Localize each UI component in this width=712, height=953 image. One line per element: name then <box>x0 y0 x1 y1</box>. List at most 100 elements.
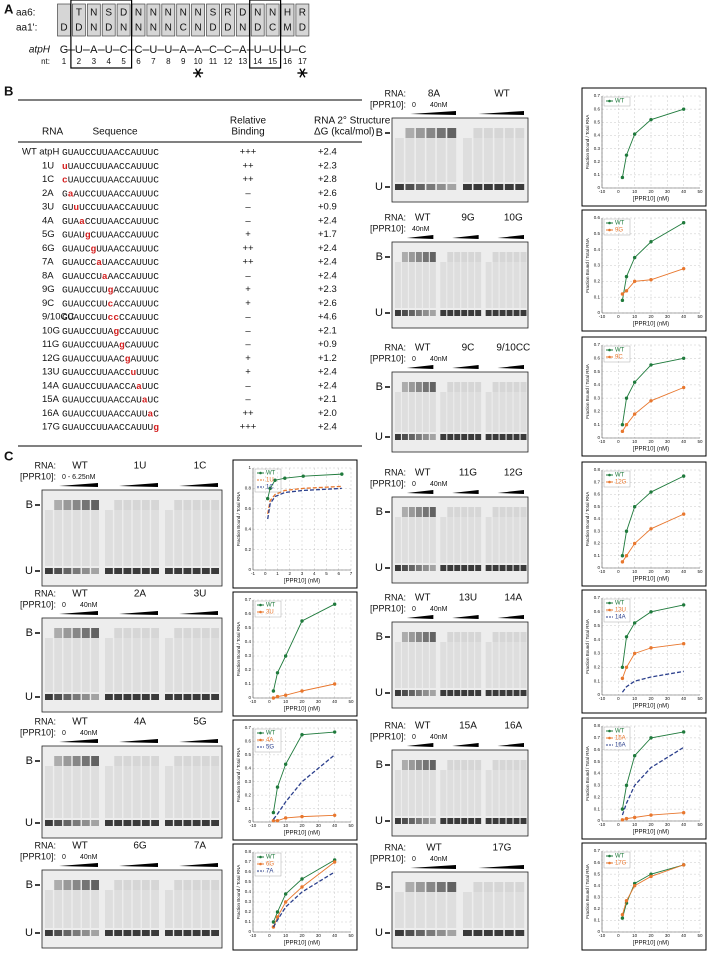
rna-name: 3U <box>42 202 54 213</box>
data-point <box>620 912 625 917</box>
y-tick-label: 0.1 <box>594 172 601 177</box>
gel-band <box>483 128 493 138</box>
y-axis-label: Fraction Bound / Total RNA <box>585 864 590 918</box>
gel-smear <box>45 510 53 566</box>
gel-smear <box>483 892 493 928</box>
y-tick-label: 0.5 <box>594 504 601 509</box>
y-tick-label: 0 <box>597 185 600 190</box>
gel-band <box>415 434 422 440</box>
gel-smear <box>408 392 415 432</box>
aa6-residue: N <box>269 8 276 19</box>
y-tick-label: 0.6 <box>594 215 601 220</box>
gel-smear <box>105 510 113 566</box>
gel-band <box>395 690 401 696</box>
gel-band <box>515 882 525 892</box>
delta-g: +2.4 <box>318 147 337 158</box>
gel-band <box>506 760 513 770</box>
gel-smear <box>408 517 415 563</box>
relative-binding: – <box>245 202 251 213</box>
gel-smear <box>475 642 482 688</box>
gel-band <box>63 568 72 574</box>
data-point <box>332 602 337 606</box>
x-tick-label: 50 <box>697 439 703 444</box>
y-tick-label: 0.3 <box>245 779 252 784</box>
gel-band <box>63 930 72 936</box>
legend-label: 1C <box>266 485 274 491</box>
gel-band <box>123 756 132 766</box>
relative-binding: ++ <box>242 243 254 254</box>
gel-band <box>440 565 447 571</box>
y-tick-label: 0.7 <box>594 848 601 853</box>
gel-smear <box>492 770 499 816</box>
x-tick-label: 30 <box>316 699 322 704</box>
gel-band <box>426 128 436 138</box>
gel-band <box>201 500 210 510</box>
gel-band <box>81 820 90 826</box>
x-tick-label: 20 <box>648 439 654 444</box>
gel-smear <box>123 510 132 566</box>
data-point <box>681 356 686 360</box>
rna-sequence: GaAUCCUUAACCAUUUC <box>62 188 159 199</box>
gel-band <box>211 756 219 766</box>
gel-band <box>114 820 123 826</box>
y-tick-label: 1 <box>248 465 251 470</box>
y-tick-label: 0.3 <box>594 146 601 151</box>
aa6-residue: N <box>165 8 172 19</box>
y-tick-label: 0.2 <box>245 547 252 552</box>
legend-label: 13U <box>615 608 626 614</box>
gel-band <box>395 310 401 316</box>
gel-smear <box>123 890 132 928</box>
gel-band <box>114 628 123 638</box>
y-tick-label: 0.8 <box>594 723 601 728</box>
gel-smear <box>395 138 404 182</box>
x-tick-label: 30 <box>665 696 671 701</box>
plot-frame <box>232 719 358 841</box>
aa6-residue: D <box>239 8 246 19</box>
y-tick-label: 0.3 <box>245 653 252 658</box>
gel-band <box>499 632 506 642</box>
gel-band <box>54 694 63 700</box>
gel-smear <box>405 892 415 928</box>
concentration-wedge <box>59 611 98 615</box>
rna-sequence: GUAUCCUUAAgCAUUUC <box>62 339 159 350</box>
x-axis-label: [PPR10] (nM) <box>633 447 669 453</box>
gel-smear <box>114 638 123 692</box>
band-label: B <box>376 506 383 518</box>
gel-ppr-label: [PPR10]: <box>370 99 406 109</box>
data-point <box>275 910 280 914</box>
y-tick-label: 0.1 <box>594 422 601 427</box>
gel-smear <box>201 766 210 818</box>
gel-band <box>468 632 475 642</box>
rna-sequence: GUAUCCUUAACCAUUUC <box>62 147 159 158</box>
gel-band <box>54 628 63 638</box>
lane-label: WT <box>426 843 442 854</box>
y-tick-label: 0.1 <box>245 919 252 924</box>
band-label: U <box>375 815 383 827</box>
legend-label: WT <box>266 471 276 477</box>
gel-band <box>72 756 81 766</box>
gel-band <box>429 690 436 696</box>
legend-box <box>603 470 631 488</box>
nt-position: 6 <box>136 57 141 66</box>
gel-smear <box>436 138 446 182</box>
legend-label: 4A <box>266 738 273 744</box>
gel-band <box>123 628 132 638</box>
relative-binding: ++ <box>242 408 254 419</box>
gel-band <box>461 382 468 392</box>
gel-band <box>201 930 210 936</box>
band-label: B <box>376 631 383 643</box>
data-point <box>624 396 629 400</box>
band-label: U <box>25 691 33 703</box>
legend-label: 12G <box>615 480 627 486</box>
gel-band <box>114 568 123 574</box>
x-tick-label: 20 <box>299 699 305 704</box>
nucleotide: U <box>105 44 113 56</box>
gel-band <box>475 252 482 262</box>
panel-label: B <box>4 83 13 98</box>
gel-band <box>422 310 429 316</box>
gel-smear <box>114 510 123 566</box>
nucleotide: A <box>194 44 202 56</box>
legend-marker <box>259 610 262 614</box>
concentration-label: 0 <box>412 856 416 863</box>
